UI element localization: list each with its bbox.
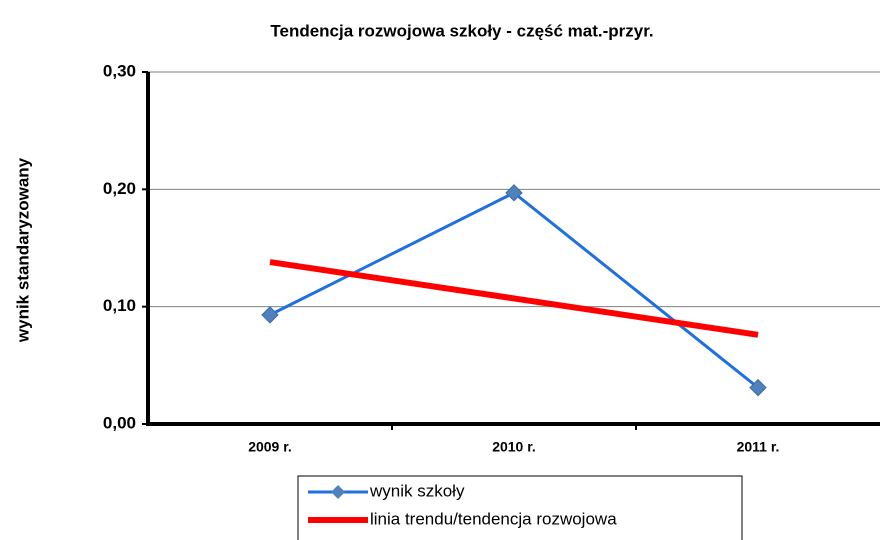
marker [749, 378, 767, 397]
y-tick-label: 0,10 [103, 296, 136, 315]
marker [261, 306, 279, 324]
chart-title: Tendencja rozwojowa szkoły - część mat.-… [270, 21, 653, 40]
x-tick-label: 2011 r. [737, 439, 780, 455]
y-tick-label: 0,00 [103, 413, 136, 432]
legend-label: wynik szkoły [369, 481, 465, 500]
y-axis-label: wynik standaryzowany [13, 157, 32, 343]
y-tick-label: 0,30 [103, 61, 136, 80]
x-tick-label: 2010 r. [492, 439, 536, 455]
legend-label: linia trendu/tendencja rozwojowa [370, 509, 617, 528]
x-tick-label: 2009 r. [248, 439, 292, 455]
marker [505, 184, 523, 202]
y-tick-label: 0,20 [103, 179, 136, 198]
series-line [269, 191, 759, 389]
series-line [269, 259, 759, 338]
legend-box [297, 475, 743, 540]
legend-marker [331, 485, 345, 499]
